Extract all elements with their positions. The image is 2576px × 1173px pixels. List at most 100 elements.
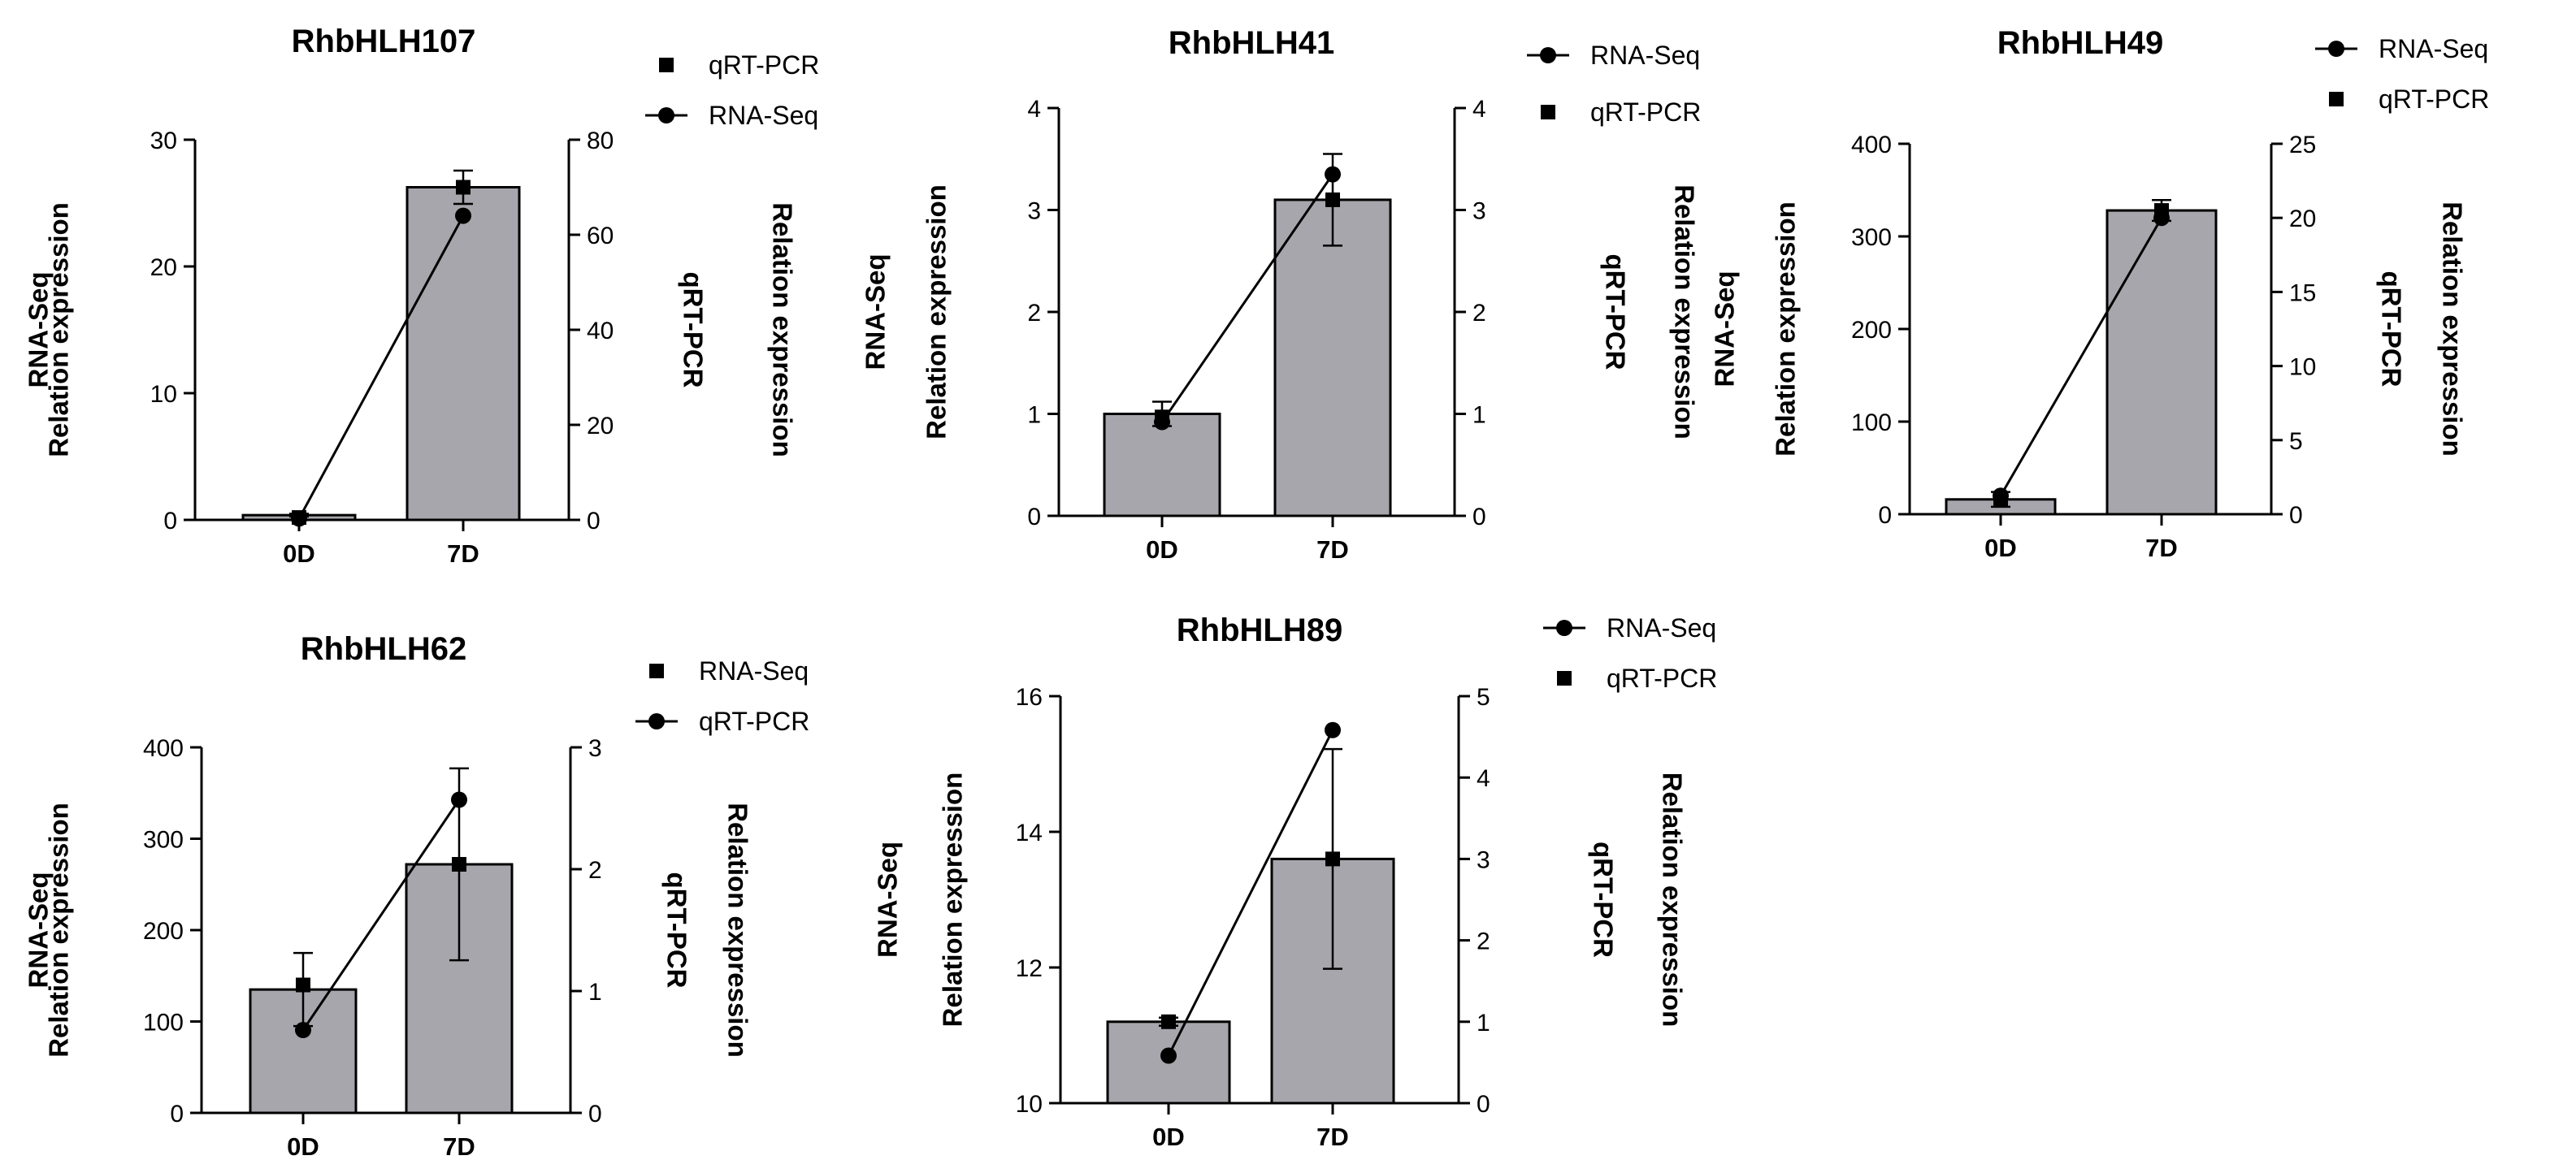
right-tick-label: 60 xyxy=(587,223,614,249)
left-axis-label: Relation expression xyxy=(922,184,952,439)
legend-marker xyxy=(2328,41,2344,57)
left-tick-label: 0 xyxy=(170,1101,184,1128)
left-axis-label: RNA-Seq xyxy=(24,872,54,988)
legend-marker xyxy=(649,664,664,678)
right-axis-label: qRT-PCR xyxy=(2376,271,2406,387)
point-RNA-Seq-0D xyxy=(296,977,310,993)
x-tick-label: 7D xyxy=(443,1132,475,1161)
bar-7D xyxy=(2105,209,2218,516)
series-line-RNA-Seq xyxy=(1999,217,2163,496)
chart-panel-RhbHLH49: RhbHLH49 0 100 200 300 400 0 5 10 15 20 25 0D 7D RNA-S… xyxy=(1710,25,2490,562)
left-tick-label: 16 xyxy=(1016,684,1043,711)
left-tick-label: 200 xyxy=(1851,317,1892,344)
x-tick-label: 7D xyxy=(1316,1123,1349,1151)
right-tick-label: 2 xyxy=(1472,300,1486,327)
right-tick-label: 0 xyxy=(1472,504,1486,530)
legend-label: RNA-Seq xyxy=(699,656,809,686)
point-RNA-Seq-0D xyxy=(291,510,307,527)
left-tick-label: 0 xyxy=(1027,504,1041,530)
right-tick-label: 2 xyxy=(1477,928,1490,955)
point-qRT-PCR-7D xyxy=(1325,851,1340,867)
left-axis-label: Relation expression xyxy=(938,773,968,1028)
right-tick-label: 80 xyxy=(587,128,614,154)
point-qRT-PCR-0D xyxy=(295,1022,311,1038)
left-tick-label: 4 xyxy=(1027,96,1041,123)
chart-title: RhbHLH107 xyxy=(292,24,476,59)
left-tick-label: 20 xyxy=(150,254,177,281)
point-RNA-Seq-7D xyxy=(452,857,466,872)
left-tick-label: 400 xyxy=(1851,132,1892,158)
chart-title: RhbHLH89 xyxy=(1177,612,1342,648)
legend-marker xyxy=(1540,47,1556,63)
point-qRT-PCR-7D xyxy=(451,791,467,808)
legend-label: RNA-Seq xyxy=(1607,613,1716,643)
left-tick-label: 12 xyxy=(1016,955,1043,982)
left-axis-label: Relation expression xyxy=(44,202,74,457)
right-tick-label: 0 xyxy=(1477,1091,1490,1118)
right-tick-label: 3 xyxy=(1477,846,1490,873)
legend-label: qRT-PCR xyxy=(1590,97,1701,127)
bar-7D xyxy=(405,186,521,522)
x-tick-label: 7D xyxy=(2145,534,2178,562)
legend-label: RNA-Seq xyxy=(709,101,818,130)
legend-marker xyxy=(1556,620,1572,636)
right-tick-label: 10 xyxy=(2289,354,2316,381)
series-line-RNA-Seq xyxy=(297,214,465,520)
legend-marker xyxy=(1557,671,1572,686)
right-tick-label: 0 xyxy=(587,508,601,535)
right-tick-label: 15 xyxy=(2289,279,2316,306)
point-qRT-PCR-7D xyxy=(1325,192,1340,207)
point-RNA-Seq-7D xyxy=(1325,166,1341,183)
legend-marker xyxy=(659,58,674,72)
right-tick-label: 4 xyxy=(1477,765,1490,792)
chart-title: RhbHLH62 xyxy=(301,631,466,667)
right-tick-label: 3 xyxy=(588,735,602,762)
legend-marker xyxy=(648,713,665,729)
left-tick-label: 2 xyxy=(1027,300,1041,327)
left-axis-label: RNA-Seq xyxy=(1710,271,1740,387)
point-RNA-Seq-0D xyxy=(1993,487,2009,504)
right-tick-label: 20 xyxy=(2289,206,2316,232)
chart-panel-RhbHLH41: RhbHLH41 0 1 2 3 4 0 1 2 3 4 0D 7D RNA-Seq Relation ex… xyxy=(861,25,1702,564)
x-tick-label: 7D xyxy=(1316,535,1349,564)
left-tick-label: 3 xyxy=(1027,198,1041,225)
legend-marker xyxy=(658,107,674,123)
point-qRT-PCR-7D xyxy=(456,180,471,195)
right-tick-label: 0 xyxy=(2289,502,2303,529)
right-axis-label: Relation expression xyxy=(1669,184,1699,439)
left-axis-label: RNA-Seq xyxy=(873,842,903,958)
left-tick-label: 200 xyxy=(143,918,184,945)
chart-title: RhbHLH41 xyxy=(1169,25,1334,61)
series-line-qRT-PCR xyxy=(301,799,461,1031)
right-tick-label: 1 xyxy=(1477,1010,1490,1037)
left-axis-label: Relation expression xyxy=(44,803,74,1058)
right-tick-label: 2 xyxy=(588,857,602,884)
legend-marker xyxy=(2329,92,2344,106)
right-axis-label: Relation expression xyxy=(2437,201,2467,457)
point-qRT-PCR-0D xyxy=(1161,1014,1176,1029)
right-axis-label: qRT-PCR xyxy=(1600,254,1630,370)
x-tick-label: 7D xyxy=(447,539,479,568)
right-tick-label: 4 xyxy=(1472,96,1486,123)
right-tick-label: 40 xyxy=(587,318,614,344)
legend-label: qRT-PCR xyxy=(699,707,809,736)
left-tick-label: 14 xyxy=(1016,820,1043,846)
left-tick-label: 0 xyxy=(1878,502,1892,529)
chart-title: RhbHLH49 xyxy=(1997,25,2163,61)
right-tick-label: 20 xyxy=(587,413,614,439)
left-tick-label: 300 xyxy=(143,827,184,854)
x-tick-label: 0D xyxy=(1146,535,1178,564)
right-tick-label: 1 xyxy=(588,979,602,1006)
right-tick-label: 3 xyxy=(1472,198,1486,225)
left-axis-label: Relation expression xyxy=(1771,201,1801,457)
point-RNA-Seq-0D xyxy=(1160,1047,1177,1064)
right-tick-label: 5 xyxy=(2289,428,2303,455)
x-tick-label: 0D xyxy=(287,1132,319,1161)
point-RNA-Seq-7D xyxy=(1325,721,1341,738)
left-axis-label: RNA-Seq xyxy=(861,253,891,370)
legend-label: RNA-Seq xyxy=(1590,41,1700,70)
